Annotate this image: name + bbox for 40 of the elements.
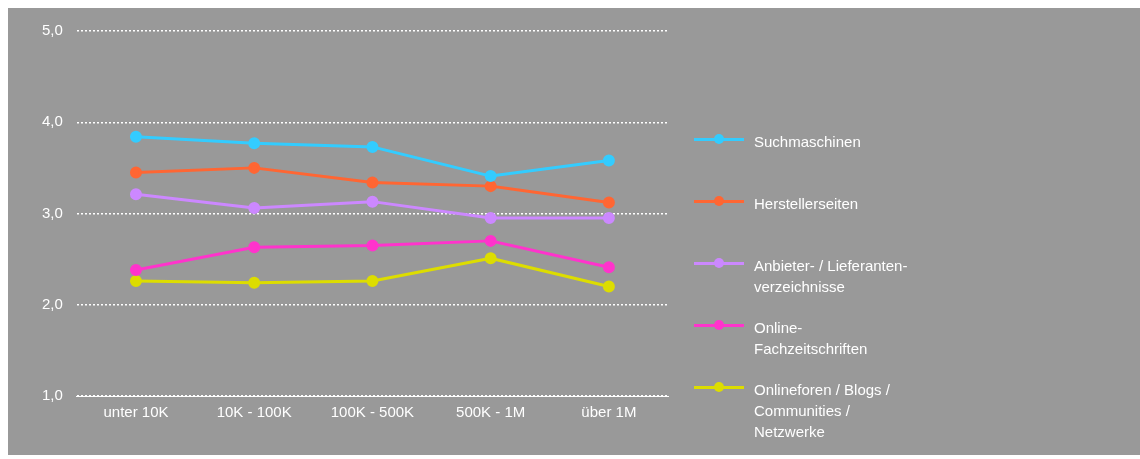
legend-label: Suchmaschinen <box>754 132 862 152</box>
point <box>248 137 261 150</box>
x-tick-label: 100K - 500K <box>330 403 415 421</box>
point <box>484 234 497 247</box>
point <box>602 212 615 225</box>
legend-label: Anbieter- / Lieferanten-verzeichnisse <box>754 256 909 297</box>
legend-label: Herstellerseiten <box>754 194 860 214</box>
x-tick-label: 500K - 1M <box>456 403 526 421</box>
x-tick-label: über 1M <box>581 403 637 421</box>
point <box>366 275 379 288</box>
y-tick-label: 1,0 <box>41 386 63 404</box>
point <box>484 170 497 183</box>
point <box>129 188 142 201</box>
point <box>602 196 615 209</box>
point <box>248 241 261 254</box>
legend-label: Onlineforen / Blogs / Communities / Netzwerke <box>754 380 891 442</box>
y-tick-label: 5,0 <box>41 21 63 39</box>
point <box>248 202 261 215</box>
point <box>366 239 379 252</box>
point <box>248 161 261 174</box>
legend-label: Online-Fachzeitschriften <box>754 318 869 359</box>
point <box>602 280 615 293</box>
point <box>366 176 379 189</box>
point <box>602 261 615 274</box>
point <box>248 276 261 289</box>
y-tick-label: 2,0 <box>41 294 63 312</box>
y-tick-label: 3,0 <box>41 203 63 221</box>
point <box>366 140 379 153</box>
point <box>129 166 142 179</box>
point <box>484 180 497 193</box>
point <box>129 275 142 288</box>
point <box>484 212 497 225</box>
point <box>602 154 615 167</box>
point <box>484 252 497 265</box>
x-tick-label: unter 10K <box>103 403 169 421</box>
y-tick-label: 4,0 <box>41 112 63 130</box>
point <box>129 264 142 277</box>
x-tick-label: 10K - 100K <box>216 403 292 421</box>
point <box>366 195 379 208</box>
point <box>129 130 142 143</box>
